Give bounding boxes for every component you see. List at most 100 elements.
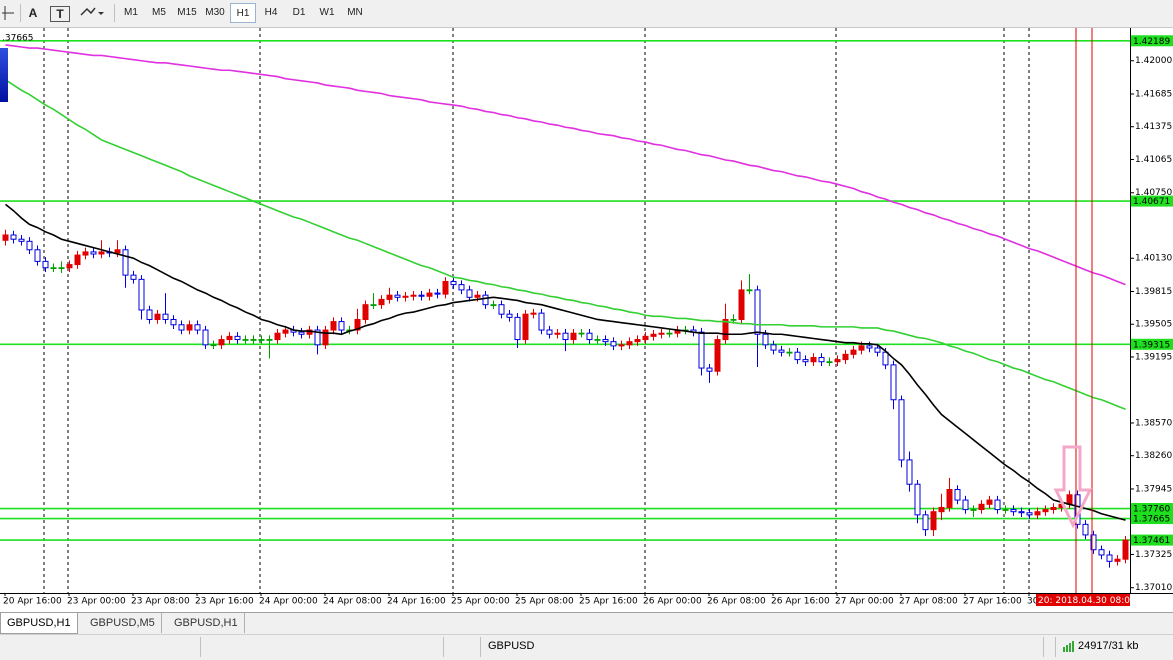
y-tick-label: 1.39195: [1135, 352, 1172, 362]
x-tick-label: 23 Apr 08:00: [131, 597, 190, 607]
text-tool[interactable]: A: [28, 6, 38, 20]
chart-tabs: GBPUSD,H1 GBPUSD,M5 GBPUSD,H1: [0, 612, 1173, 635]
candle-body: [90, 251, 97, 255]
x-tick-label: 26 Apr 08:00: [707, 597, 766, 607]
y-tick-label: 1.38570: [1135, 418, 1172, 428]
tool-icon[interactable]: [2, 3, 16, 23]
candle-body: [562, 332, 569, 341]
timeframe-button[interactable]: M30: [205, 7, 225, 18]
x-tick-label: 20 Apr 16:00: [3, 597, 62, 607]
x-tick-label: 27 Apr 08:00: [899, 597, 958, 607]
candle-body: [1034, 511, 1041, 516]
x-tick-label: 24 Apr 00:00: [259, 597, 318, 607]
candle-body: [746, 289, 753, 292]
candle-body: [578, 332, 585, 335]
moving-average: [5, 203, 1126, 521]
candle-body: [202, 329, 209, 346]
separator: [200, 637, 201, 657]
candle-body: [410, 294, 417, 297]
candle-body: [1018, 511, 1025, 514]
level-label-box: [1131, 503, 1173, 515]
candle-body: [1026, 512, 1033, 516]
chart-tab[interactable]: GBPUSD,H1: [168, 613, 245, 633]
candle-body: [50, 267, 57, 270]
candle-body: [586, 332, 593, 341]
candle-body: [18, 238, 25, 242]
moving-average: [5, 79, 1126, 410]
timeframe-button[interactable]: W1: [319, 7, 335, 18]
candle-body: [298, 331, 305, 335]
level-label-box: [1131, 195, 1173, 207]
candle-body: [1122, 539, 1129, 560]
candle-body: [738, 289, 745, 320]
timeframe-button[interactable]: M5: [152, 7, 166, 18]
status-traffic: 24917/31 kb: [1078, 640, 1139, 652]
y-tick-label: 1.37325: [1135, 550, 1172, 560]
period-separators: [43, 28, 1030, 593]
candle-body: [322, 329, 329, 346]
candle-body: [522, 313, 529, 341]
timeframe-button[interactable]: M1: [124, 7, 138, 18]
candle-body: [258, 339, 265, 341]
candle-body: [122, 249, 129, 276]
candle-body: [642, 335, 649, 341]
x-tick-label: 26 Apr 16:00: [771, 597, 830, 607]
candle-body: [914, 483, 921, 516]
candle-body: [994, 499, 1001, 511]
candle-body: [26, 240, 33, 251]
candle-body: [722, 318, 729, 341]
timeframe-button[interactable]: H1: [230, 3, 256, 23]
x-tick-label: 30: [1027, 597, 1039, 607]
candle-body: [626, 341, 633, 346]
candle-body: [170, 318, 177, 326]
level-label: 1.39315: [1133, 340, 1170, 350]
candle-body: [986, 499, 993, 505]
candle-body: [458, 284, 465, 291]
candle-body: [754, 289, 761, 335]
candle-body: [338, 321, 345, 331]
candle-body: [226, 335, 233, 341]
candle-body: [370, 304, 377, 306]
chart-tab[interactable]: GBPUSD,M5: [84, 613, 162, 633]
level-label: 1.42189: [1133, 37, 1170, 47]
candle-body: [546, 329, 553, 335]
candle-body: [706, 367, 713, 372]
candle-body: [74, 254, 81, 266]
candle-body: [234, 335, 241, 341]
candle-body: [1002, 509, 1009, 511]
candle-body: [842, 353, 849, 361]
y-tick-label: 1.40130: [1135, 254, 1172, 264]
candle-body: [794, 351, 801, 361]
candle-body: [850, 349, 857, 355]
candle-body: [42, 260, 49, 269]
candle-body: [450, 280, 457, 286]
level-label-box: [1131, 534, 1173, 546]
candle-body: [962, 499, 969, 511]
timeframe-button[interactable]: M15: [177, 7, 197, 18]
x-tick-label: 25 Apr 00:00: [451, 597, 510, 607]
candle-body: [970, 509, 977, 511]
candle-body: [34, 249, 41, 262]
candle-body: [498, 304, 505, 315]
candle-body: [466, 289, 473, 298]
candle-body: [378, 298, 385, 306]
shapes-tool[interactable]: [78, 3, 106, 23]
chart-tab[interactable]: GBPUSD,H1: [0, 613, 78, 634]
timeframe-button[interactable]: D1: [292, 7, 306, 18]
candle-body: [130, 274, 137, 280]
candle-body: [426, 292, 433, 297]
candle-body: [434, 292, 441, 295]
timeframe-button[interactable]: MN: [347, 7, 363, 18]
cursor-time-box: [1036, 594, 1130, 606]
separator: [480, 637, 481, 657]
candle-body: [650, 333, 657, 337]
candle-body: [770, 344, 777, 351]
candle-body: [82, 251, 89, 256]
label-tool[interactable]: T: [50, 6, 70, 22]
connection-icon: [1063, 641, 1074, 652]
candle-body: [386, 294, 393, 300]
expand-button[interactable]: [0, 48, 8, 102]
timeframe-button[interactable]: H4: [264, 7, 278, 18]
y-tick-label: 1.41065: [1135, 155, 1172, 165]
